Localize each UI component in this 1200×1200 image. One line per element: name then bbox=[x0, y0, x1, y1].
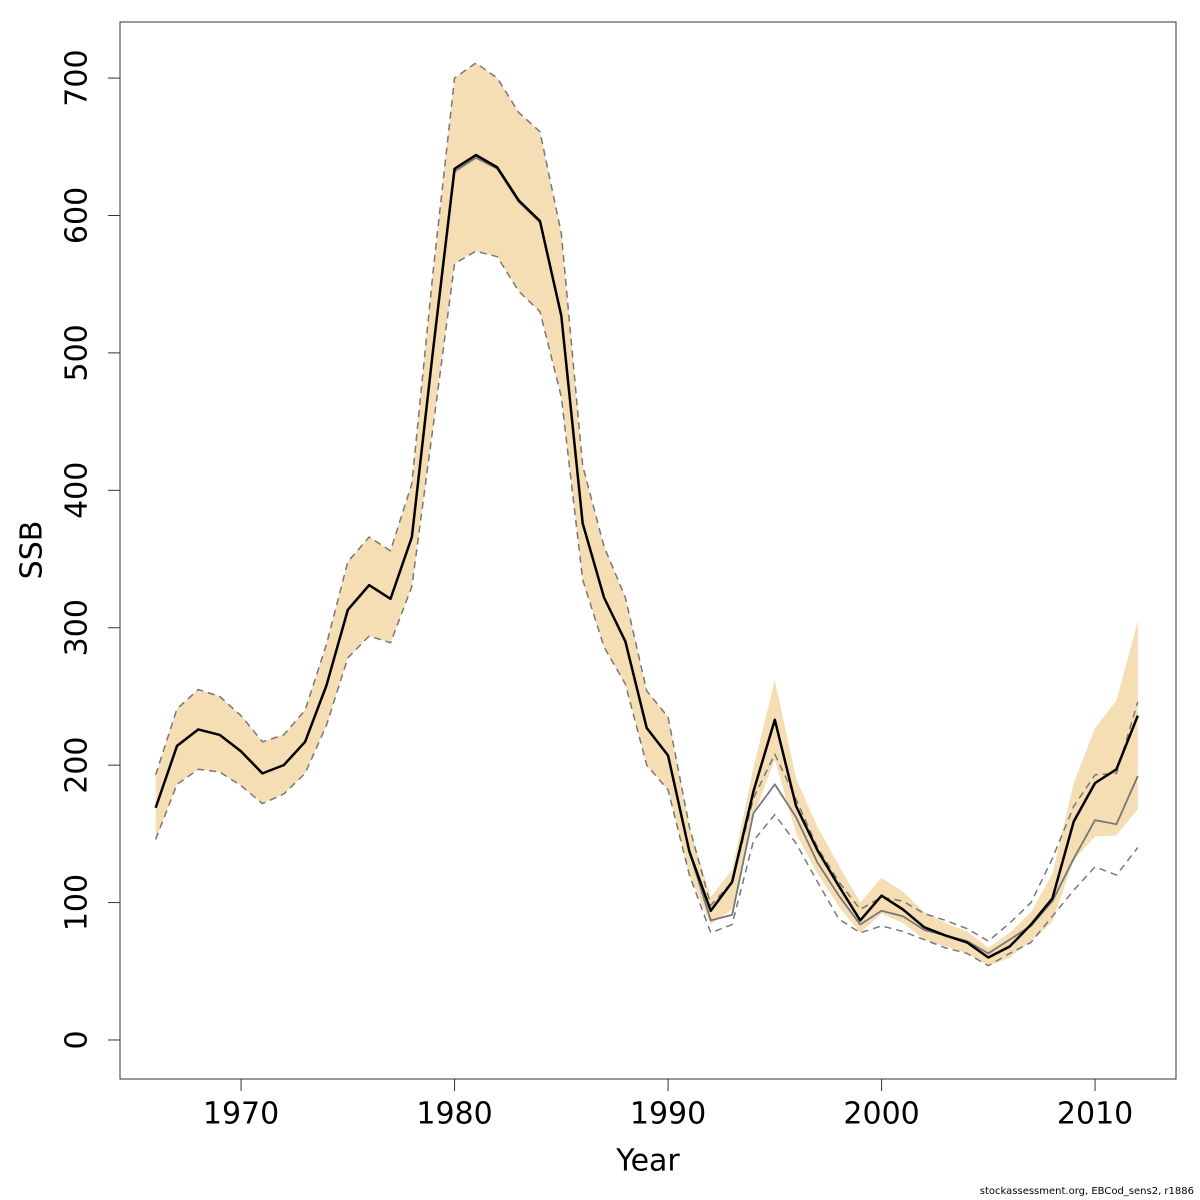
series-line bbox=[154, 153, 1139, 959]
y-tick-label: 0 bbox=[60, 1030, 95, 1049]
y-tick-label: 500 bbox=[60, 324, 95, 381]
y-tick-label: 600 bbox=[60, 187, 95, 244]
y-tick-label: 400 bbox=[60, 462, 95, 519]
plot-frame bbox=[119, 21, 1177, 1080]
x-tick-label: 1970 bbox=[203, 1097, 279, 1132]
x-tick-label: 2010 bbox=[1057, 1097, 1133, 1132]
x-axis-label: Year bbox=[615, 1144, 680, 1179]
series-line bbox=[154, 156, 1139, 955]
series-line bbox=[154, 62, 1139, 942]
confidence-band bbox=[155, 62, 1138, 966]
series-line bbox=[154, 250, 1139, 967]
footer: stockassessment.org, EBCod_sens2, r1886 bbox=[980, 1186, 1194, 1197]
y-tick-label: 200 bbox=[60, 737, 95, 794]
y-tick-label: 300 bbox=[60, 599, 95, 656]
x-tick-label: 2000 bbox=[843, 1097, 919, 1132]
y-tick-label: 700 bbox=[60, 49, 95, 106]
x-tick-label: 1980 bbox=[416, 1097, 492, 1132]
y-axis-label: SSB bbox=[15, 521, 50, 580]
y-tick-label: 100 bbox=[60, 874, 95, 931]
x-tick-label: 1990 bbox=[630, 1097, 706, 1132]
